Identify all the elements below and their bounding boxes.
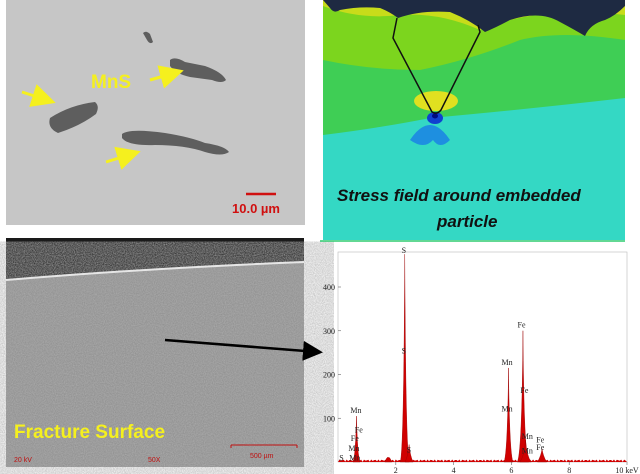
x-tick-label: 8 (567, 466, 571, 474)
peak-label: Fe (536, 443, 544, 452)
spectrum-peak (404, 444, 414, 463)
magnification-label: 50X (148, 457, 161, 464)
x-tick-label: 6 (509, 466, 513, 474)
peak-label: Fe (355, 425, 363, 434)
surface-profile (323, 0, 625, 36)
spectrum-peak (399, 254, 410, 463)
caption-line-2: particle (436, 212, 497, 231)
spectrum-peak (519, 440, 532, 463)
voltage-label: 20 kV (14, 457, 32, 464)
peak-label: Mn (348, 444, 359, 453)
x-tick-label: 4 (452, 466, 456, 474)
arrow (149, 65, 184, 89)
inclusion (143, 31, 153, 44)
peak-label: Mn (350, 406, 361, 415)
peak-label: Mn (522, 432, 533, 441)
scale-bar-label: 10.0 µm (232, 201, 280, 216)
peak-label: Fe (351, 434, 359, 443)
peak-label: Mn (502, 405, 513, 414)
peak-label: Fe (518, 320, 526, 329)
peak-label: Mn (522, 446, 533, 455)
peak-label: S (402, 246, 406, 255)
spectrum-peak (384, 457, 393, 463)
arrow (21, 84, 56, 107)
y-tick-label: 400 (323, 283, 335, 292)
caption-line-1: Stress field around embedded (337, 186, 581, 205)
peak-label: S (402, 347, 406, 356)
y-tick-label: 300 (323, 327, 335, 336)
peak-label: Mn (349, 454, 360, 463)
x-tick-label: 10 keV (615, 466, 639, 474)
fracture-surface-label: Fracture Surface (14, 422, 165, 443)
y-tick-label: 200 (323, 371, 335, 380)
scale-bar-label: 500 µm (250, 453, 274, 460)
inclusion (49, 102, 98, 133)
y-tick-label: 100 (323, 414, 335, 423)
peak-label: S (339, 454, 343, 463)
spectrum-peak (352, 416, 361, 463)
fracture-panel: Fracture Surface 20 kV 50X 500 µm (5, 238, 323, 467)
peak-label: Fe (536, 435, 544, 444)
inclusion (170, 58, 226, 82)
peak-label: S (407, 445, 411, 454)
spectrum-peak (537, 448, 548, 463)
pointer-arrow (164, 338, 323, 361)
arrow (105, 146, 141, 170)
peak-label: Fe (520, 386, 528, 395)
spectrum-peak (503, 367, 514, 463)
spectrum-baseline (338, 459, 627, 462)
scale-bar (230, 444, 298, 448)
mns-label: MnS (91, 72, 131, 93)
spectrum-peak (516, 330, 530, 463)
x-tick-label: 2 (394, 466, 398, 474)
peak-label: Mn (502, 358, 513, 367)
inclusion (122, 130, 229, 155)
micrograph-panel: MnS 10.0 µm (6, 0, 305, 225)
particle-outline (392, 17, 481, 114)
stress-field-panel: Stress field around embedded particle (323, 0, 625, 240)
